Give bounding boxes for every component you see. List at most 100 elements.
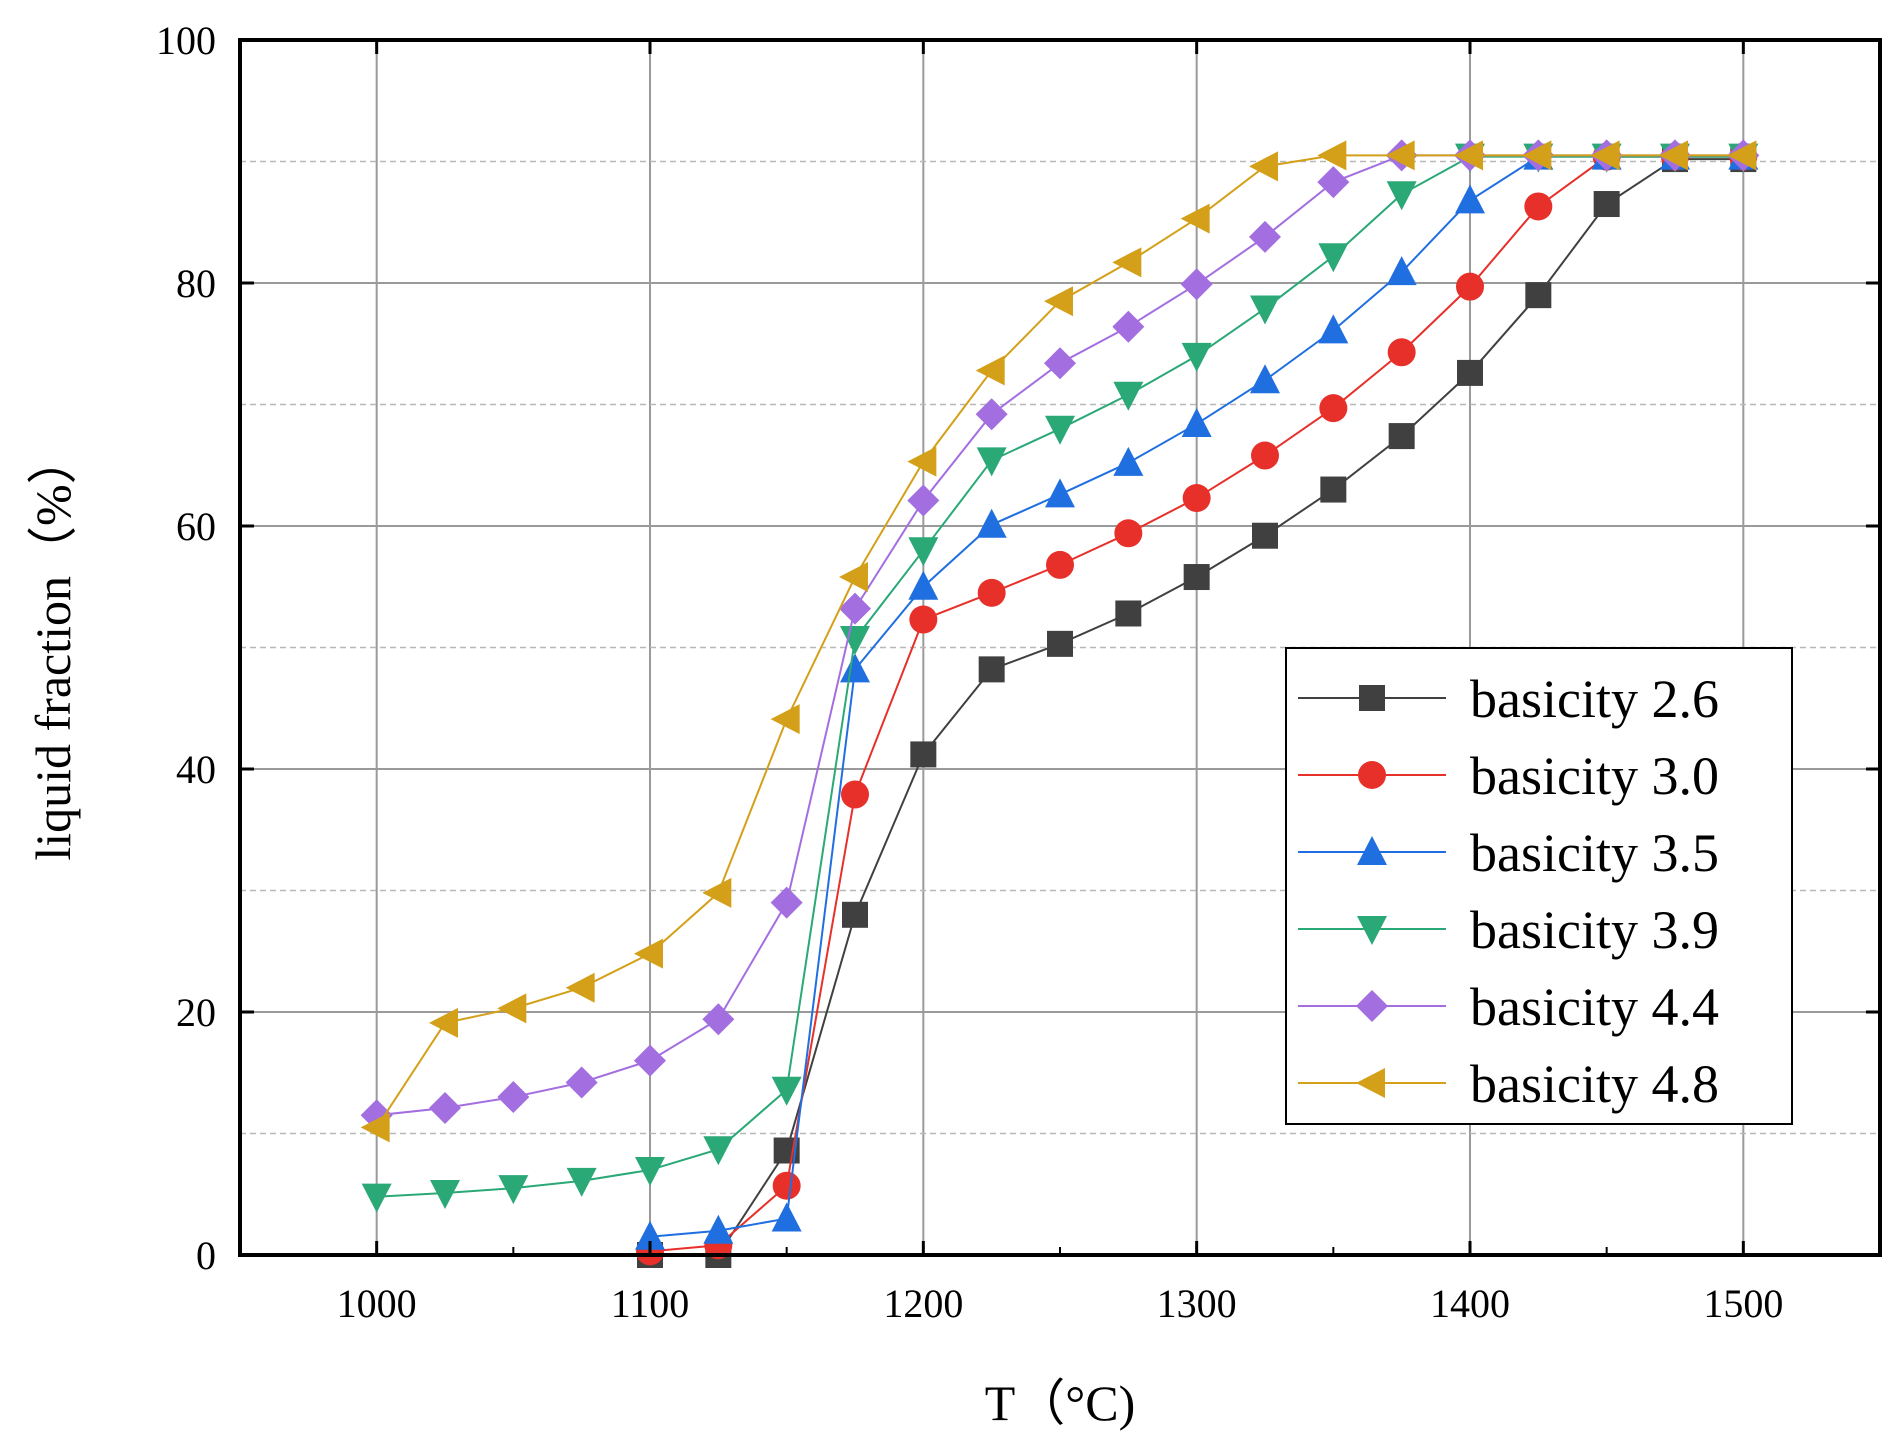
data-point xyxy=(703,1214,734,1244)
data-point xyxy=(976,508,1007,538)
data-point xyxy=(770,704,800,735)
data-point xyxy=(635,1220,665,1250)
data-point xyxy=(702,877,732,908)
data-point xyxy=(772,1171,801,1200)
data-point xyxy=(1045,478,1075,508)
axis-ticks: 1000 1100 1200 1300 1400 1500 0 20 40 60 80 100 xyxy=(156,18,1880,1326)
data-point xyxy=(429,1091,461,1124)
data-point xyxy=(635,1156,665,1186)
series-5 xyxy=(360,139,1760,1132)
data-point xyxy=(1456,272,1484,301)
x-tick-label: 1500 xyxy=(1703,1281,1783,1326)
data-point xyxy=(1457,359,1483,386)
data-point xyxy=(1182,484,1211,513)
legend-item: basicity 4.8 xyxy=(1298,1054,1719,1114)
data-point xyxy=(909,605,938,634)
data-point xyxy=(1317,140,1347,171)
y-tick-label: 40 xyxy=(176,747,216,792)
data-point xyxy=(1115,600,1142,627)
legend: basicity 2.6 basicity 3.0 basicity 3.5 basi… xyxy=(1285,647,1793,1125)
data-point xyxy=(1593,191,1620,218)
data-point xyxy=(1046,550,1074,579)
data-point xyxy=(1044,286,1073,317)
data-point xyxy=(1249,151,1278,182)
data-point xyxy=(1386,181,1417,211)
data-point xyxy=(1524,192,1553,221)
data-point xyxy=(771,1076,802,1106)
legend-marker xyxy=(1357,916,1387,945)
data-point xyxy=(1044,347,1076,380)
x-axis-title: T（°C) xyxy=(985,1375,1136,1431)
data-point xyxy=(361,1183,392,1213)
data-point xyxy=(975,398,1008,431)
data-point xyxy=(1386,256,1417,286)
legend-marker xyxy=(1356,990,1388,1022)
data-point xyxy=(1522,140,1552,171)
data-point xyxy=(497,1081,530,1114)
data-point xyxy=(1590,140,1620,171)
legend-marker xyxy=(1356,1068,1385,1098)
y-tick-label: 60 xyxy=(176,504,216,549)
data-point xyxy=(1114,519,1143,548)
data-point xyxy=(841,780,869,809)
data-point xyxy=(1180,203,1210,234)
data-point xyxy=(908,570,939,600)
legend-marker xyxy=(1358,761,1386,789)
legend-item: basicity 3.0 xyxy=(1298,746,1719,806)
data-point xyxy=(498,1175,529,1205)
x-tick-label: 1300 xyxy=(1157,1281,1237,1326)
data-point xyxy=(907,446,937,477)
data-point xyxy=(978,656,1005,683)
legend-label: basicity 4.8 xyxy=(1470,1054,1719,1114)
data-point xyxy=(429,1007,458,1038)
legend-label: basicity 3.0 xyxy=(1470,746,1719,806)
data-point xyxy=(840,653,870,683)
data-point xyxy=(1045,415,1075,445)
data-point xyxy=(566,1167,597,1197)
legend-label: basicity 2.6 xyxy=(1470,669,1719,729)
legend-item: basicity 4.4 xyxy=(1298,977,1719,1037)
data-point xyxy=(1387,338,1416,367)
data-point xyxy=(1112,247,1142,278)
data-point xyxy=(1183,564,1210,591)
y-tick-label: 80 xyxy=(176,261,216,306)
data-point xyxy=(1320,476,1347,503)
legend-marker xyxy=(1359,685,1385,711)
legend-label: basicity 3.9 xyxy=(1470,900,1719,960)
data-point xyxy=(497,993,527,1024)
legend-item: basicity 3.5 xyxy=(1298,823,1719,883)
data-point xyxy=(1317,166,1350,199)
legend-item: basicity 3.9 xyxy=(1298,900,1719,960)
legend-label: basicity 4.4 xyxy=(1470,977,1719,1037)
data-point xyxy=(840,625,870,655)
x-tick-label: 1200 xyxy=(883,1281,963,1326)
data-point xyxy=(770,886,803,919)
legend-box xyxy=(1285,647,1793,1125)
data-point xyxy=(1047,630,1073,657)
data-point xyxy=(1113,381,1144,411)
y-axis-title: liquid fraction（%） xyxy=(25,434,81,860)
data-point xyxy=(908,537,939,567)
data-point xyxy=(1112,310,1145,343)
data-point xyxy=(842,901,868,928)
data-point xyxy=(1319,394,1348,423)
x-tick-label: 1400 xyxy=(1430,1281,1510,1326)
data-point xyxy=(1252,522,1278,549)
data-point xyxy=(910,741,937,768)
data-point xyxy=(839,562,868,593)
y-tick-label: 0 xyxy=(196,1233,216,1278)
data-point xyxy=(1251,441,1279,470)
data-point xyxy=(1659,140,1688,171)
data-point xyxy=(430,1180,460,1210)
data-point xyxy=(839,592,871,625)
data-point xyxy=(1727,140,1757,171)
data-point xyxy=(360,1112,390,1143)
data-point xyxy=(1455,184,1485,214)
data-point xyxy=(907,484,940,517)
data-point xyxy=(1250,295,1280,325)
data-point xyxy=(1454,140,1483,171)
data-point xyxy=(771,1202,802,1232)
data-point xyxy=(1388,423,1415,450)
data-point xyxy=(1525,282,1552,309)
